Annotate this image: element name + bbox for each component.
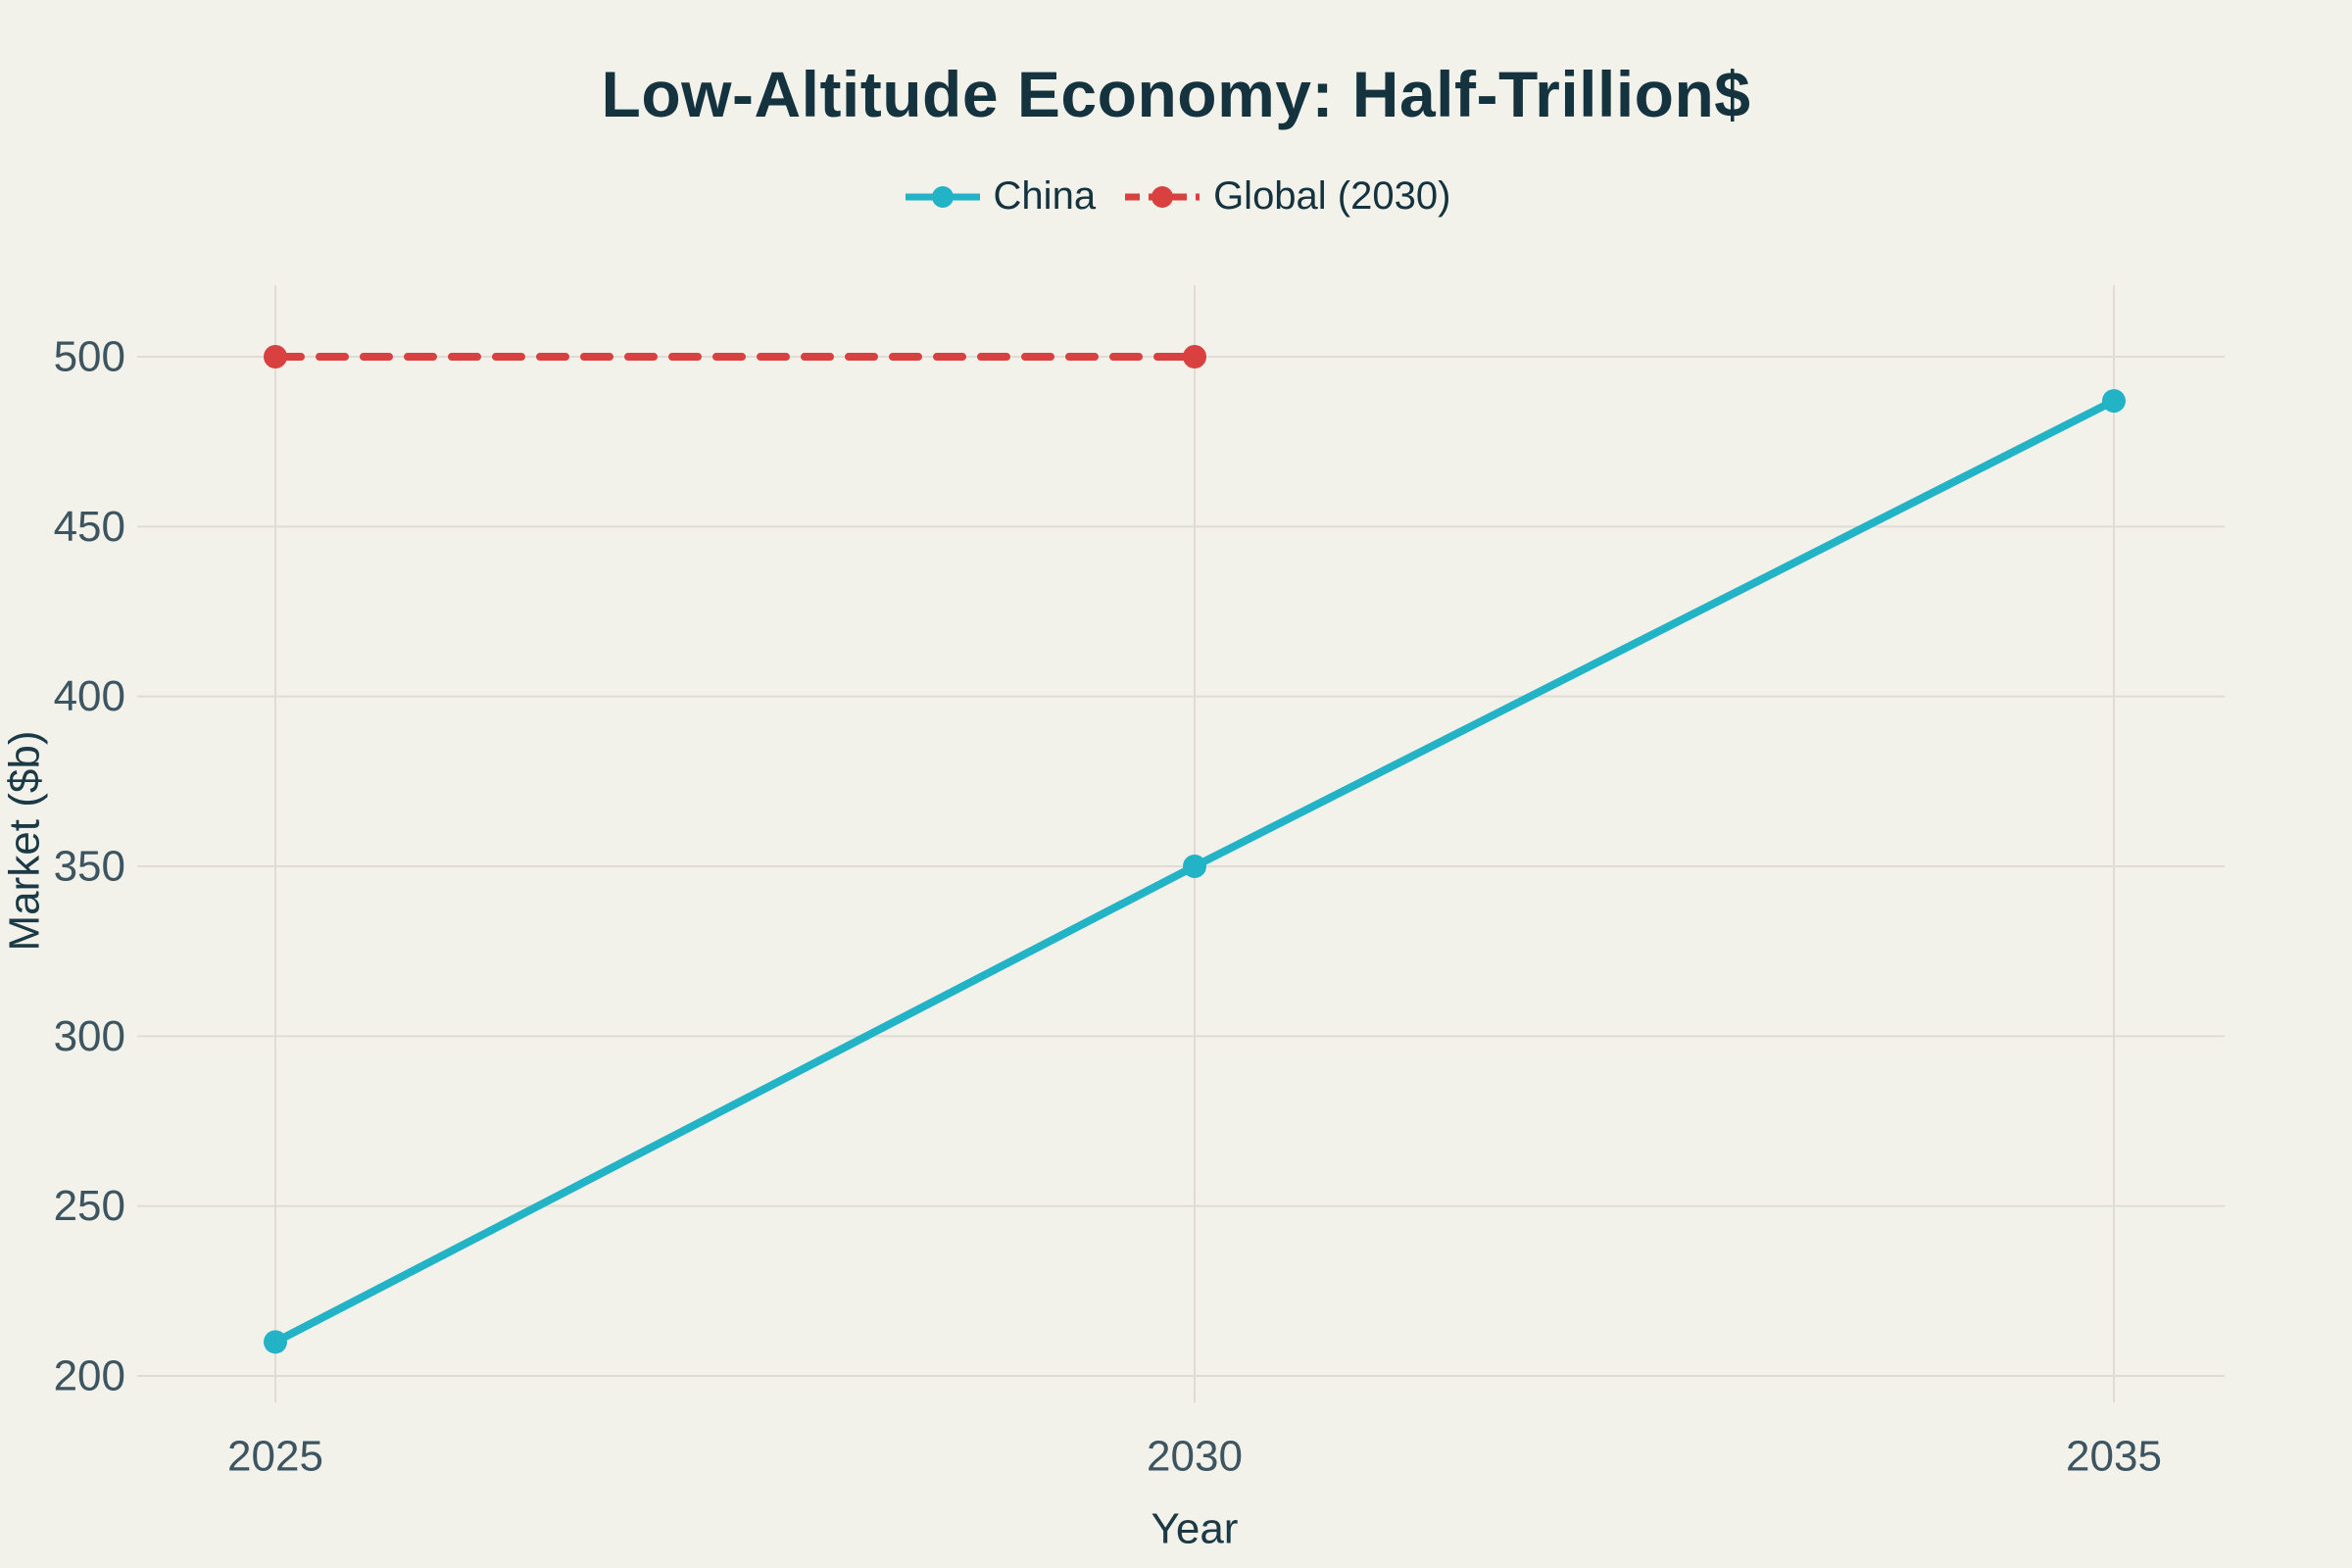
chart-legend: China Global (2030) (0, 174, 2352, 219)
data-point-global-2030--2030[interactable] (1183, 345, 1206, 368)
legend-item-global-2030[interactable]: Global (2030) (1121, 174, 1450, 219)
legend-item-china[interactable]: China (902, 174, 1097, 219)
x-tick-label: 2025 (227, 1433, 323, 1481)
legend-label-global-2030: Global (2030) (1213, 174, 1451, 218)
x-tick-label: 2030 (1147, 1433, 1243, 1481)
data-point-china-2025[interactable] (264, 1330, 287, 1354)
y-tick-label: 350 (54, 843, 125, 891)
solid-line-marker-icon (905, 185, 980, 208)
y-tick-label: 250 (54, 1182, 125, 1230)
x-tick-label: 2035 (2066, 1433, 2162, 1481)
y-tick-label: 450 (54, 503, 125, 551)
x-axis-title: Year (1152, 1505, 1239, 1553)
y-tick-label: 200 (54, 1352, 125, 1400)
y-tick-label: 300 (54, 1012, 125, 1060)
chart-title: Low-Altitude Economy: Half-Trillion$ (601, 58, 1751, 130)
dashed-line-marker-icon (1125, 185, 1200, 208)
data-point-china-2035[interactable] (2102, 389, 2126, 414)
y-tick-label: 400 (54, 672, 125, 720)
legend-label-china: China (993, 174, 1097, 218)
y-tick-label: 500 (54, 333, 125, 381)
data-point-global-2030--2025[interactable] (264, 345, 287, 368)
y-axis-title: Market ($b) (1, 731, 49, 952)
data-point-china-2030[interactable] (1183, 855, 1206, 878)
